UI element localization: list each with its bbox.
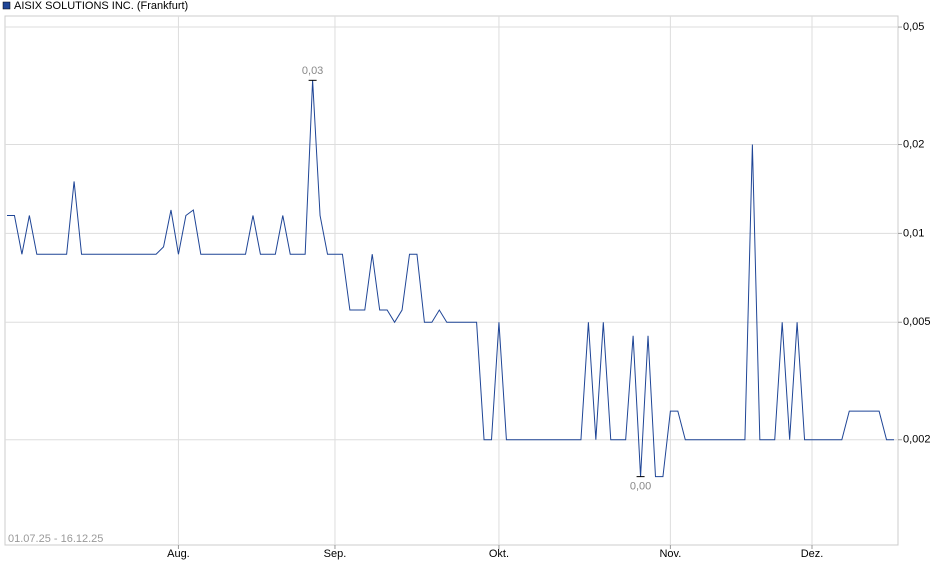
y-tick-label: 0,005 xyxy=(903,316,931,328)
min-label: 0,00 xyxy=(630,481,651,493)
plot-frame xyxy=(4,15,899,546)
y-tick-label: 0,05 xyxy=(903,21,924,33)
price-line xyxy=(7,80,894,478)
x-tick-label: Sep. xyxy=(324,548,347,560)
y-tick-label: 0,01 xyxy=(903,227,924,239)
y-tick-label: 0,002 xyxy=(903,434,931,446)
x-tick-label: Dez. xyxy=(801,548,824,560)
max-label: 0,03 xyxy=(302,65,323,77)
legend-label: AISIX SOLUTIONS INC. (Frankfurt) xyxy=(14,0,188,12)
y-tick-label: 0,02 xyxy=(903,138,924,150)
x-tick-label: Okt. xyxy=(489,548,509,560)
x-tick-label: Aug. xyxy=(167,548,190,560)
x-tick-label: Nov. xyxy=(659,548,681,560)
legend-swatch xyxy=(2,1,11,10)
date-range: 01.07.25 - 16.12.25 xyxy=(8,533,103,545)
